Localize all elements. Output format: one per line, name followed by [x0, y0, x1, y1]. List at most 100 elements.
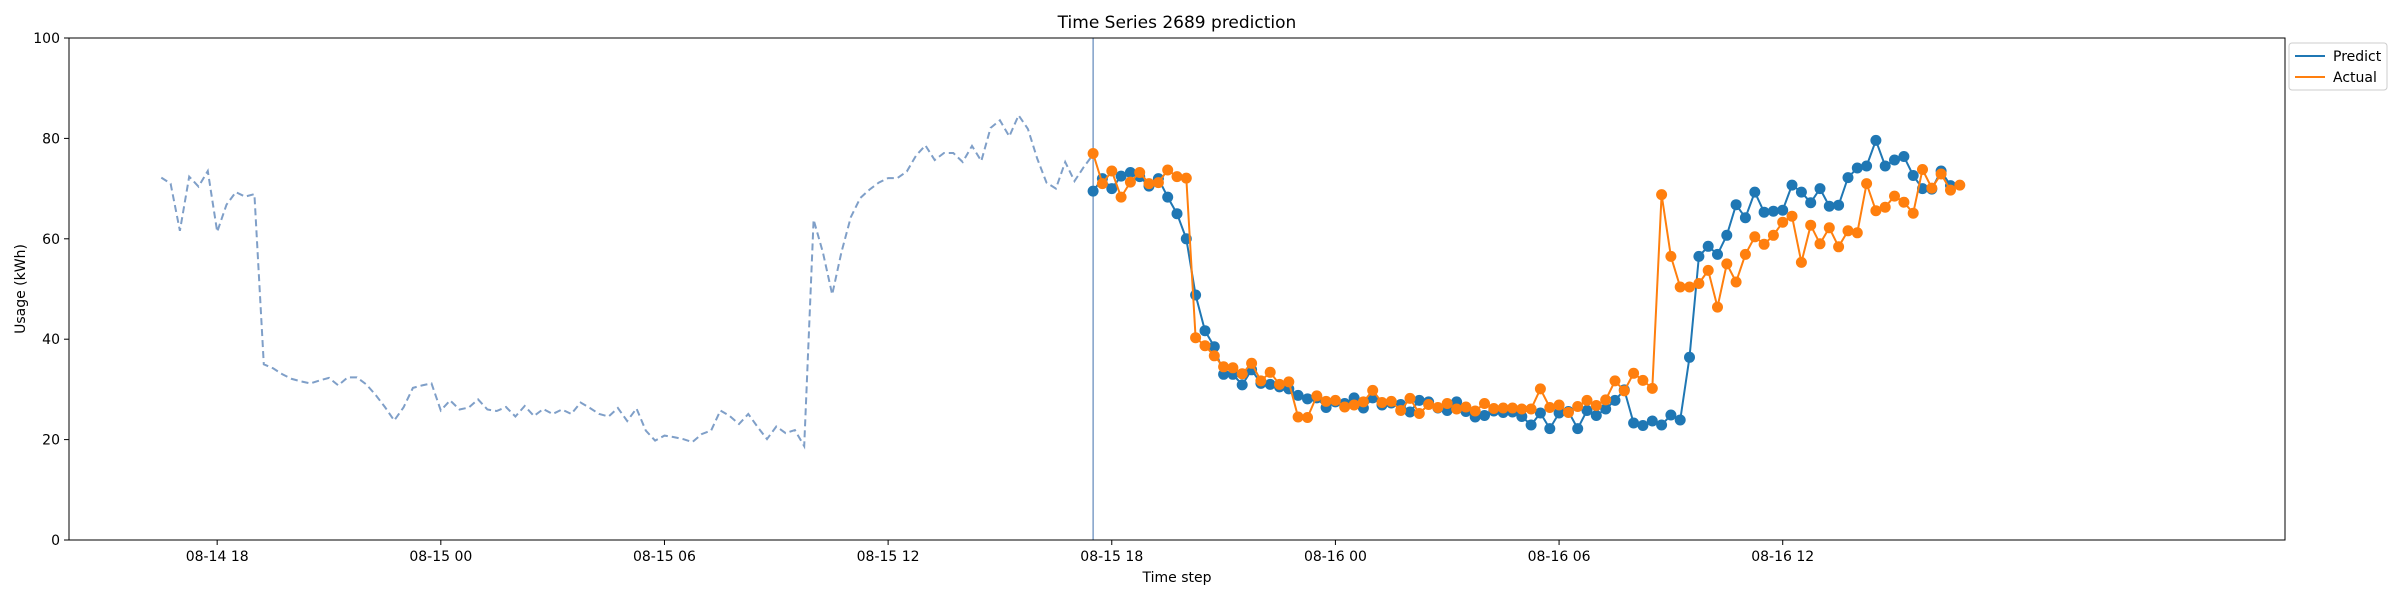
- legend-label-predict: Predict: [2333, 49, 2382, 65]
- data-point-actual: [1525, 403, 1537, 415]
- data-point-predict: [1479, 410, 1490, 421]
- data-point-actual: [1199, 340, 1211, 352]
- y-tick-label: 0: [51, 533, 60, 549]
- x-tick-label: 08-14 18: [186, 549, 249, 565]
- data-point-actual: [1190, 332, 1202, 344]
- data-point-actual: [1758, 238, 1770, 250]
- data-point-actual: [1339, 401, 1351, 413]
- data-point-actual: [1292, 411, 1304, 423]
- data-point-actual: [1805, 219, 1817, 231]
- data-point-predict: [1684, 351, 1695, 363]
- data-point-actual: [1739, 248, 1751, 260]
- data-point-predict: [1190, 289, 1202, 301]
- x-tick-label: 08-15 06: [633, 549, 696, 565]
- data-point-predict: [1581, 405, 1593, 416]
- y-tick-label: 20: [42, 433, 60, 449]
- y-tick-label: 60: [42, 232, 60, 248]
- data-point-actual: [1516, 403, 1528, 415]
- x-tick-label: 08-16 12: [1751, 549, 1814, 565]
- data-point-actual: [1767, 229, 1779, 241]
- data-point-actual: [1712, 301, 1723, 313]
- data-point-actual: [1879, 201, 1891, 213]
- data-point-predict: [1302, 393, 1313, 405]
- data-point-predict: [1553, 407, 1565, 419]
- data-point-actual: [1907, 207, 1919, 219]
- data-point-actual: [1562, 407, 1574, 418]
- data-point-actual: [1898, 196, 1910, 208]
- data-point-actual: [1795, 256, 1807, 268]
- data-point-actual: [1609, 375, 1621, 387]
- data-point-actual: [1227, 362, 1239, 374]
- x-axis-label: Time step: [1142, 570, 1212, 586]
- data-point-actual: [1674, 281, 1686, 293]
- series-actual: [1087, 148, 1966, 423]
- data-point-actual: [1283, 376, 1295, 388]
- data-point-predict: [1712, 248, 1723, 260]
- data-point-predict: [1749, 186, 1761, 198]
- data-point-actual: [1637, 374, 1649, 386]
- data-point-actual: [1870, 205, 1882, 217]
- data-point-actual: [1302, 412, 1313, 423]
- y-tick-label: 100: [33, 31, 60, 47]
- data-point-actual: [1823, 222, 1835, 234]
- data-point-actual: [1553, 399, 1565, 411]
- data-point-predict: [1637, 420, 1649, 431]
- data-point-actual: [1404, 392, 1416, 404]
- data-point-predict: [1814, 183, 1826, 195]
- legend: Predict Actual: [2288, 42, 2388, 91]
- data-point-actual: [1143, 178, 1155, 190]
- data-point-actual: [1385, 395, 1397, 407]
- data-point-actual: [1600, 394, 1612, 406]
- data-point-predict: [1534, 407, 1546, 419]
- data-point-predict: [1805, 197, 1817, 209]
- data-point-actual: [1730, 276, 1742, 288]
- data-point-actual: [1581, 394, 1593, 406]
- data-point-actual: [1171, 171, 1183, 183]
- data-point-actual: [1451, 403, 1463, 415]
- data-point-predict: [1907, 170, 1919, 181]
- data-point-actual: [1329, 394, 1341, 406]
- data-point-actual: [1413, 408, 1425, 419]
- data-point-actual: [1786, 210, 1798, 222]
- data-point-predict: [1199, 325, 1211, 337]
- y-axis-label: Usage (kWh): [13, 244, 29, 334]
- data-point-actual: [1348, 399, 1360, 411]
- data-point-actual: [1218, 361, 1230, 373]
- data-point-predict: [1404, 406, 1416, 418]
- data-point-actual: [1842, 225, 1854, 237]
- data-point-actual: [1469, 405, 1481, 417]
- data-point-actual: [1851, 227, 1863, 239]
- data-point-actual: [1777, 216, 1789, 228]
- data-point-predict: [1851, 162, 1863, 174]
- data-point-predict: [1889, 154, 1900, 166]
- data-point-predict: [1162, 191, 1174, 203]
- plot-area: [160, 38, 1966, 540]
- data-point-predict: [1590, 410, 1602, 421]
- data-point-predict: [1833, 199, 1845, 211]
- x-tick-label: 08-15 18: [1080, 549, 1143, 565]
- data-point-predict: [1292, 389, 1304, 401]
- legend-label-actual: Actual: [2333, 70, 2377, 86]
- data-point-actual: [1889, 190, 1900, 202]
- data-point-actual: [1274, 378, 1285, 390]
- data-point-predict: [1628, 417, 1640, 429]
- y-axis: 0 20 40 60 80 100: [33, 31, 69, 549]
- x-tick-label: 08-15 12: [857, 549, 920, 565]
- data-point-actual: [1311, 390, 1323, 402]
- data-point-actual: [1749, 231, 1761, 243]
- data-point-predict: [1739, 212, 1751, 224]
- x-tick-label: 08-15 00: [409, 549, 472, 565]
- data-point-predict: [1861, 160, 1873, 172]
- data-point-predict: [1842, 172, 1854, 184]
- legend-box: [2288, 42, 2388, 91]
- data-point-actual: [1544, 402, 1556, 413]
- data-point-actual: [1432, 402, 1444, 413]
- data-point-predict: [1721, 229, 1733, 241]
- data-point-actual: [1534, 383, 1546, 395]
- data-point-actual: [1255, 375, 1267, 387]
- data-point-predict: [1264, 378, 1276, 390]
- data-point-predict: [1572, 423, 1584, 435]
- data-point-actual: [1423, 399, 1435, 410]
- data-point-actual: [1945, 184, 1956, 196]
